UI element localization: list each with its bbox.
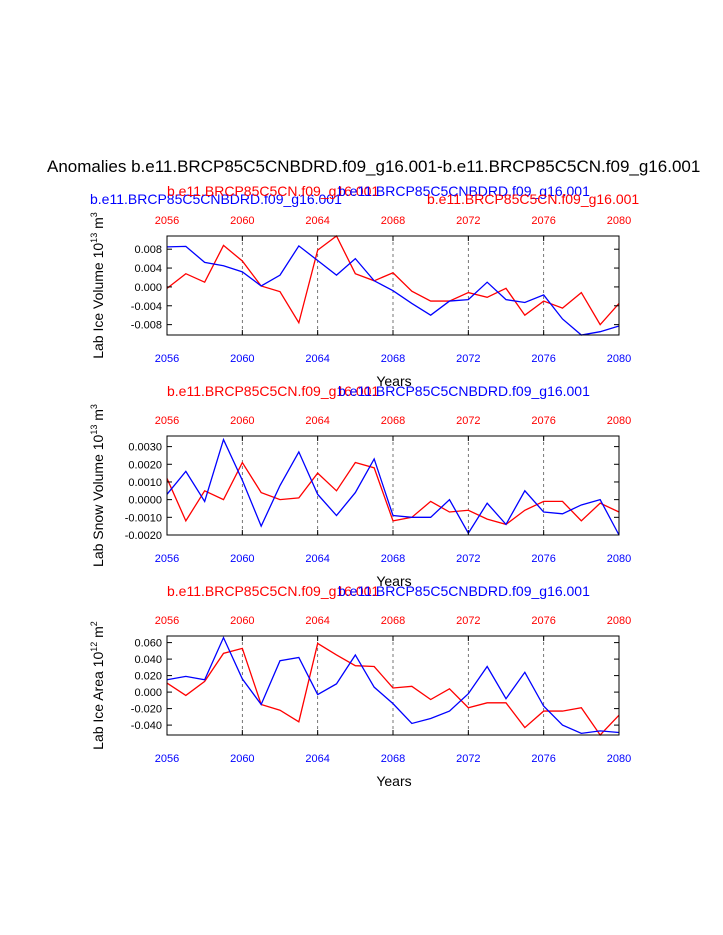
y-axis-title-unit: m xyxy=(90,626,106,642)
panel-1: b.e11.BRCP85C5CNBDRD.f09_g16.001b.e11.BR… xyxy=(89,183,639,389)
top-year-label: 2080 xyxy=(607,415,631,427)
series-line-blue xyxy=(166,636,620,735)
series-title-4: b.e11.BRCP85C5CN.f09_g16.001 xyxy=(427,191,639,207)
y-axis-title-unit-exponent: 3 xyxy=(89,404,99,409)
y-tick-label: 0.060 xyxy=(134,638,162,650)
x-tick-label: 2068 xyxy=(381,753,405,765)
y-tick-label: -0.040 xyxy=(131,720,162,732)
y-axis-title-unit-exponent: 3 xyxy=(89,212,99,217)
series-title-3: b.e11.BRCP85C5CNBDRD.f09_g16.001 xyxy=(338,183,590,199)
x-tick-label: 2076 xyxy=(531,353,555,365)
y-tick-label: 0.0030 xyxy=(128,442,162,454)
y-axis-title-text: Lab Ice Volume 10 xyxy=(90,243,106,359)
panels: b.e11.BRCP85C5CNBDRD.f09_g16.001b.e11.BR… xyxy=(89,183,639,789)
y-axis-title-unit: m xyxy=(90,409,106,425)
series-title-2: b.e11.BRCP85C5CNBDRD.f09_g16.001 xyxy=(338,383,590,399)
top-year-label: 2060 xyxy=(230,415,254,427)
top-year-label: 2056 xyxy=(155,615,179,627)
x-tick-label: 2056 xyxy=(155,553,179,565)
series-title-1: b.e11.BRCP85C5CNBDRD.f09_g16.001 xyxy=(90,191,342,207)
top-year-label: 2056 xyxy=(155,215,179,227)
y-tick-label: -0.0010 xyxy=(125,512,162,524)
y-tick-label: -0.0020 xyxy=(125,530,162,542)
top-year-label: 2080 xyxy=(607,615,631,627)
y-tick-label: 0.000 xyxy=(134,687,162,699)
x-tick-label: 2060 xyxy=(230,753,254,765)
top-year-label: 2068 xyxy=(381,615,405,627)
y-axis-title-exponent: 12 xyxy=(89,642,99,652)
top-year-label: 2068 xyxy=(381,215,405,227)
x-tick-label: 2076 xyxy=(531,753,555,765)
y-tick-label: -0.020 xyxy=(131,704,162,716)
main-title: Anomalies b.e11.BRCP85C5CNBDRD.f09_g16.0… xyxy=(47,157,700,176)
series-title-2: b.e11.BRCP85C5CN.f09_g16.001 xyxy=(167,183,379,199)
y-tick-label: 0.0010 xyxy=(128,477,162,489)
x-tick-label: 2068 xyxy=(381,553,405,565)
y-tick-label: -0.004 xyxy=(131,301,162,313)
x-tick-label: 2064 xyxy=(305,553,329,565)
y-axis-title-unit-exponent: 2 xyxy=(89,621,99,626)
y-axis-title: Lab Ice Area 1012 m2 xyxy=(89,621,106,750)
x-tick-label: 2080 xyxy=(607,553,631,565)
y-tick-label: 0.008 xyxy=(134,244,162,256)
top-year-label: 2076 xyxy=(531,215,555,227)
x-tick-label: 2060 xyxy=(230,353,254,365)
x-tick-label: 2056 xyxy=(155,753,179,765)
series-line-red xyxy=(166,642,620,737)
top-year-label: 2064 xyxy=(305,215,329,227)
top-year-label: 2076 xyxy=(531,415,555,427)
y-tick-label: 0.000 xyxy=(134,282,162,294)
series-line-blue xyxy=(166,437,620,536)
series-line-blue xyxy=(166,244,620,336)
top-year-label: 2064 xyxy=(305,415,329,427)
x-tick-label: 2080 xyxy=(607,353,631,365)
y-axis-title: Lab Ice Volume 1013 m3 xyxy=(89,212,106,359)
series-line-red xyxy=(166,461,620,526)
y-axis-title-unit: m xyxy=(90,217,106,233)
x-axis-title: Years xyxy=(376,573,411,589)
x-tick-label: 2072 xyxy=(456,553,480,565)
top-year-label: 2060 xyxy=(230,615,254,627)
top-year-label: 2076 xyxy=(531,615,555,627)
top-year-label: 2072 xyxy=(456,615,480,627)
x-tick-label: 2056 xyxy=(155,353,179,365)
y-tick-label: -0.008 xyxy=(131,320,162,332)
y-axis-title-text: Lab Snow Volume 10 xyxy=(90,434,106,567)
panel-3: b.e11.BRCP85C5CN.f09_g16.001b.e11.BRCP85… xyxy=(89,583,631,789)
top-year-label: 2060 xyxy=(230,215,254,227)
x-tick-label: 2064 xyxy=(305,753,329,765)
top-year-label: 2072 xyxy=(456,215,480,227)
x-tick-label: 2068 xyxy=(381,353,405,365)
x-axis-title: Years xyxy=(376,773,411,789)
y-tick-label: 0.004 xyxy=(134,263,162,275)
x-tick-label: 2080 xyxy=(607,753,631,765)
top-year-label: 2064 xyxy=(305,615,329,627)
y-axis-title-text: Lab Ice Area 10 xyxy=(90,652,106,750)
series-title-1: b.e11.BRCP85C5CN.f09_g16.001 xyxy=(167,383,379,399)
x-tick-label: 2072 xyxy=(456,353,480,365)
top-year-label: 2056 xyxy=(155,415,179,427)
top-year-label: 2068 xyxy=(381,415,405,427)
top-year-label: 2080 xyxy=(607,215,631,227)
x-tick-label: 2076 xyxy=(531,553,555,565)
x-tick-label: 2060 xyxy=(230,553,254,565)
panel-2: b.e11.BRCP85C5CN.f09_g16.001b.e11.BRCP85… xyxy=(89,383,631,589)
y-axis-title-exponent: 13 xyxy=(89,425,99,435)
x-axis-title: Years xyxy=(376,373,411,389)
y-tick-label: 0.0020 xyxy=(128,459,162,471)
y-tick-label: 0.020 xyxy=(134,671,162,683)
x-tick-label: 2072 xyxy=(456,753,480,765)
y-axis-title-exponent: 13 xyxy=(89,233,99,243)
y-tick-label: 0.0000 xyxy=(128,495,162,507)
y-axis-title: Lab Snow Volume 1013 m3 xyxy=(89,404,106,567)
top-year-label: 2072 xyxy=(456,415,480,427)
series-line-red xyxy=(166,235,620,326)
series-title-1: b.e11.BRCP85C5CN.f09_g16.001 xyxy=(167,583,379,599)
y-tick-label: 0.040 xyxy=(134,654,162,666)
x-tick-label: 2064 xyxy=(305,353,329,365)
series-title-2: b.e11.BRCP85C5CNBDRD.f09_g16.001 xyxy=(338,583,590,599)
